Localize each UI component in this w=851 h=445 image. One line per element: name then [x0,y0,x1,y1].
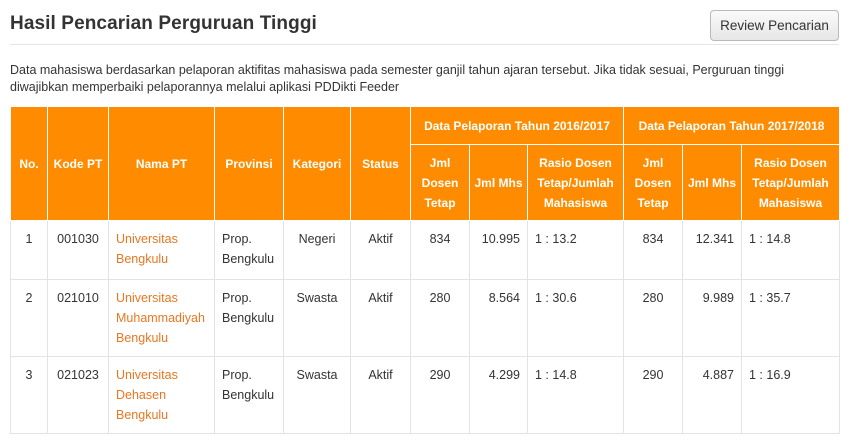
cell-jml-mhs-2017: 12.341 [682,220,742,280]
cell-jml-dosen-2017: 280 [623,279,683,357]
cell-rasio-2017: 1 : 35.7 [741,279,840,357]
col-header-jml-mhs-2016: Jml Mhs [469,144,528,221]
cell-jml-mhs-2017: 9.989 [682,279,742,357]
cell-rasio-2016: 1 : 14.8 [527,356,624,434]
page-title: Hasil Pencarian Perguruan Tinggi [10,13,317,34]
col-header-provinsi: Provinsi [214,106,284,221]
cell-jml-dosen-2016: 290 [410,356,470,434]
cell-nama-pt: Universitas Bengkulu [108,220,215,280]
cell-jml-dosen-2017: 834 [623,220,683,280]
cell-status: Aktif [350,220,411,280]
cell-no: 3 [10,356,48,434]
col-header-jml-mhs-2017: Jml Mhs [682,144,742,221]
cell-rasio-2016: 1 : 30.6 [527,279,624,357]
cell-no: 2 [10,279,48,357]
cell-provinsi: Prop. Bengkulu [214,220,284,280]
cell-jml-mhs-2016: 10.995 [469,220,528,280]
cell-jml-mhs-2016: 8.564 [469,279,528,357]
col-header-jml-dosen-2017: Jml Dosen Tetap [623,144,683,221]
cell-jml-mhs-2017: 4.887 [682,356,742,434]
cell-provinsi: Prop. Bengkulu [214,356,284,434]
cell-kategori: Swasta [283,279,351,357]
university-link[interactable]: Universitas Muhammadiyah Bengkulu [116,291,205,345]
cell-kategori: Swasta [283,356,351,434]
cell-nama-pt: Universitas Muhammadiyah Bengkulu [108,279,215,357]
results-table: No. Kode PT Nama PT Provinsi Kategori St… [10,106,840,434]
cell-kategori: Negeri [283,220,351,280]
col-header-nama-pt: Nama PT [108,106,215,221]
cell-jml-dosen-2016: 834 [410,220,470,280]
cell-jml-mhs-2016: 4.299 [469,356,528,434]
cell-provinsi: Prop. Bengkulu [214,279,284,357]
cell-no: 1 [10,220,48,280]
col-header-rasio-2017: Rasio Dosen Tetap/Jumlah Mahasiswa [741,144,840,221]
cell-rasio-2017: 1 : 14.8 [741,220,840,280]
cell-status: Aktif [350,279,411,357]
table-row: 2 021010 Universitas Muhammadiyah Bengku… [10,279,840,357]
col-header-no: No. [10,106,48,221]
col-header-kode-pt: Kode PT [47,106,109,221]
table-row: 1 001030 Universitas Bengkulu Prop. Beng… [10,220,840,280]
group-header-2016: Data Pelaporan Tahun 2016/2017 [410,106,624,145]
cell-kode-pt: 021010 [47,279,109,357]
university-link[interactable]: Universitas Bengkulu [116,232,178,266]
review-search-button[interactable]: Review Pencarian [710,10,839,41]
cell-kode-pt: 001030 [47,220,109,280]
cell-status: Aktif [350,356,411,434]
cell-rasio-2017: 1 : 16.9 [741,356,840,434]
cell-rasio-2016: 1 : 13.2 [527,220,624,280]
group-header-2017: Data Pelaporan Tahun 2017/2018 [623,106,840,145]
table-row: 3 021023 Universitas Dehasen Bengkulu Pr… [10,356,840,434]
col-header-jml-dosen-2016: Jml Dosen Tetap [410,144,470,221]
cell-nama-pt: Universitas Dehasen Bengkulu [108,356,215,434]
col-header-rasio-2016: Rasio Dosen Tetap/Jumlah Mahasiswa [527,144,624,221]
col-header-status: Status [350,106,411,221]
cell-jml-dosen-2017: 290 [623,356,683,434]
page-header: Hasil Pencarian Perguruan Tinggi Review … [10,0,839,45]
col-header-kategori: Kategori [283,106,351,221]
cell-kode-pt: 021023 [47,356,109,434]
description-text: Data mahasiswa berdasarkan pelaporan akt… [10,63,785,94]
university-link[interactable]: Universitas Dehasen Bengkulu [116,368,178,422]
cell-jml-dosen-2016: 280 [410,279,470,357]
